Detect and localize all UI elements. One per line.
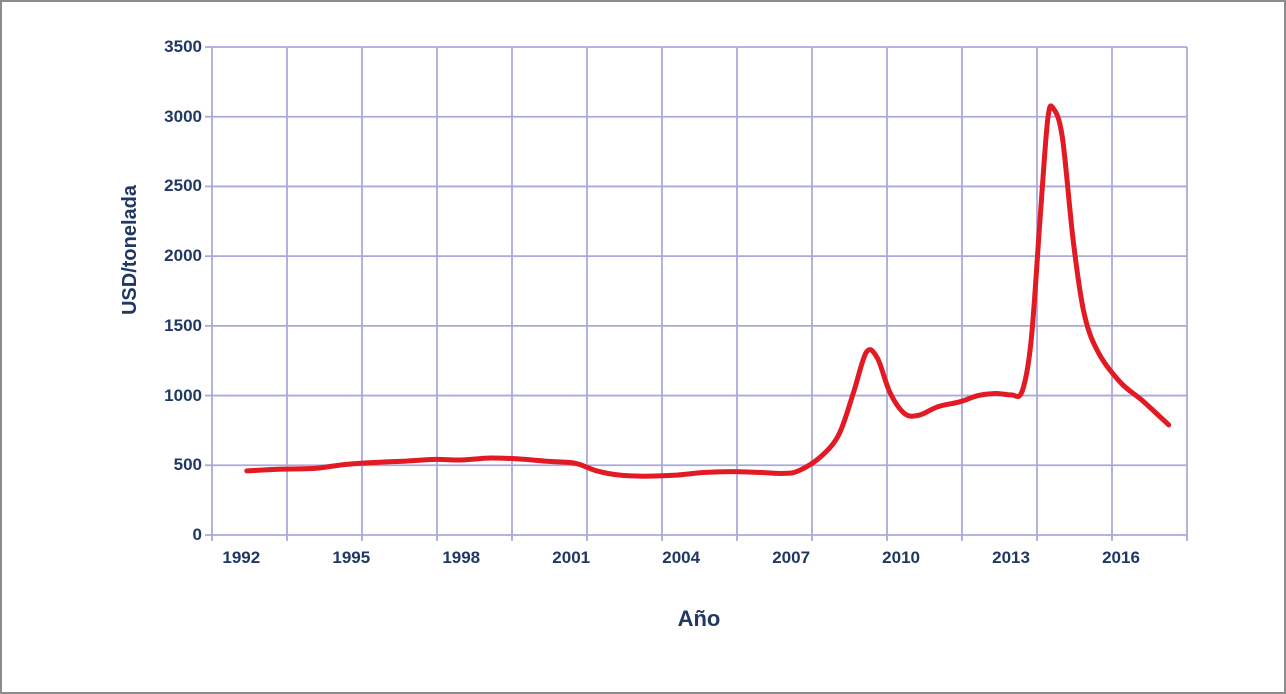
x-tick-label: 2010 bbox=[882, 548, 920, 567]
x-tick-label: 2016 bbox=[1102, 548, 1140, 567]
y-tick-label: 0 bbox=[192, 525, 202, 544]
x-tick-label: 1998 bbox=[442, 548, 481, 567]
x-tick-label: 1992 bbox=[222, 548, 261, 567]
x-tick-label: 2004 bbox=[662, 548, 701, 567]
y-tick-label: 1000 bbox=[164, 385, 202, 405]
x-axis-title: Año bbox=[677, 606, 721, 631]
y-tick-label: 3000 bbox=[164, 106, 202, 126]
price-series-line bbox=[244, 103, 1172, 479]
x-tick-label: 1995 bbox=[332, 548, 371, 567]
x-tick-label: 2007 bbox=[772, 548, 811, 567]
plot-area bbox=[205, 46, 1188, 541]
y-tick-label: 1500 bbox=[164, 315, 202, 335]
y-tick-label: 2000 bbox=[164, 246, 202, 266]
y-tick-label: 500 bbox=[173, 455, 202, 475]
x-tick-label: 2013 bbox=[992, 548, 1030, 567]
x-tick-label: 2001 bbox=[552, 548, 591, 567]
y-tick-label: 2500 bbox=[164, 176, 202, 196]
y-tick-label: 3500 bbox=[164, 37, 202, 56]
y-axis-title: USD/tonelada bbox=[119, 184, 141, 316]
